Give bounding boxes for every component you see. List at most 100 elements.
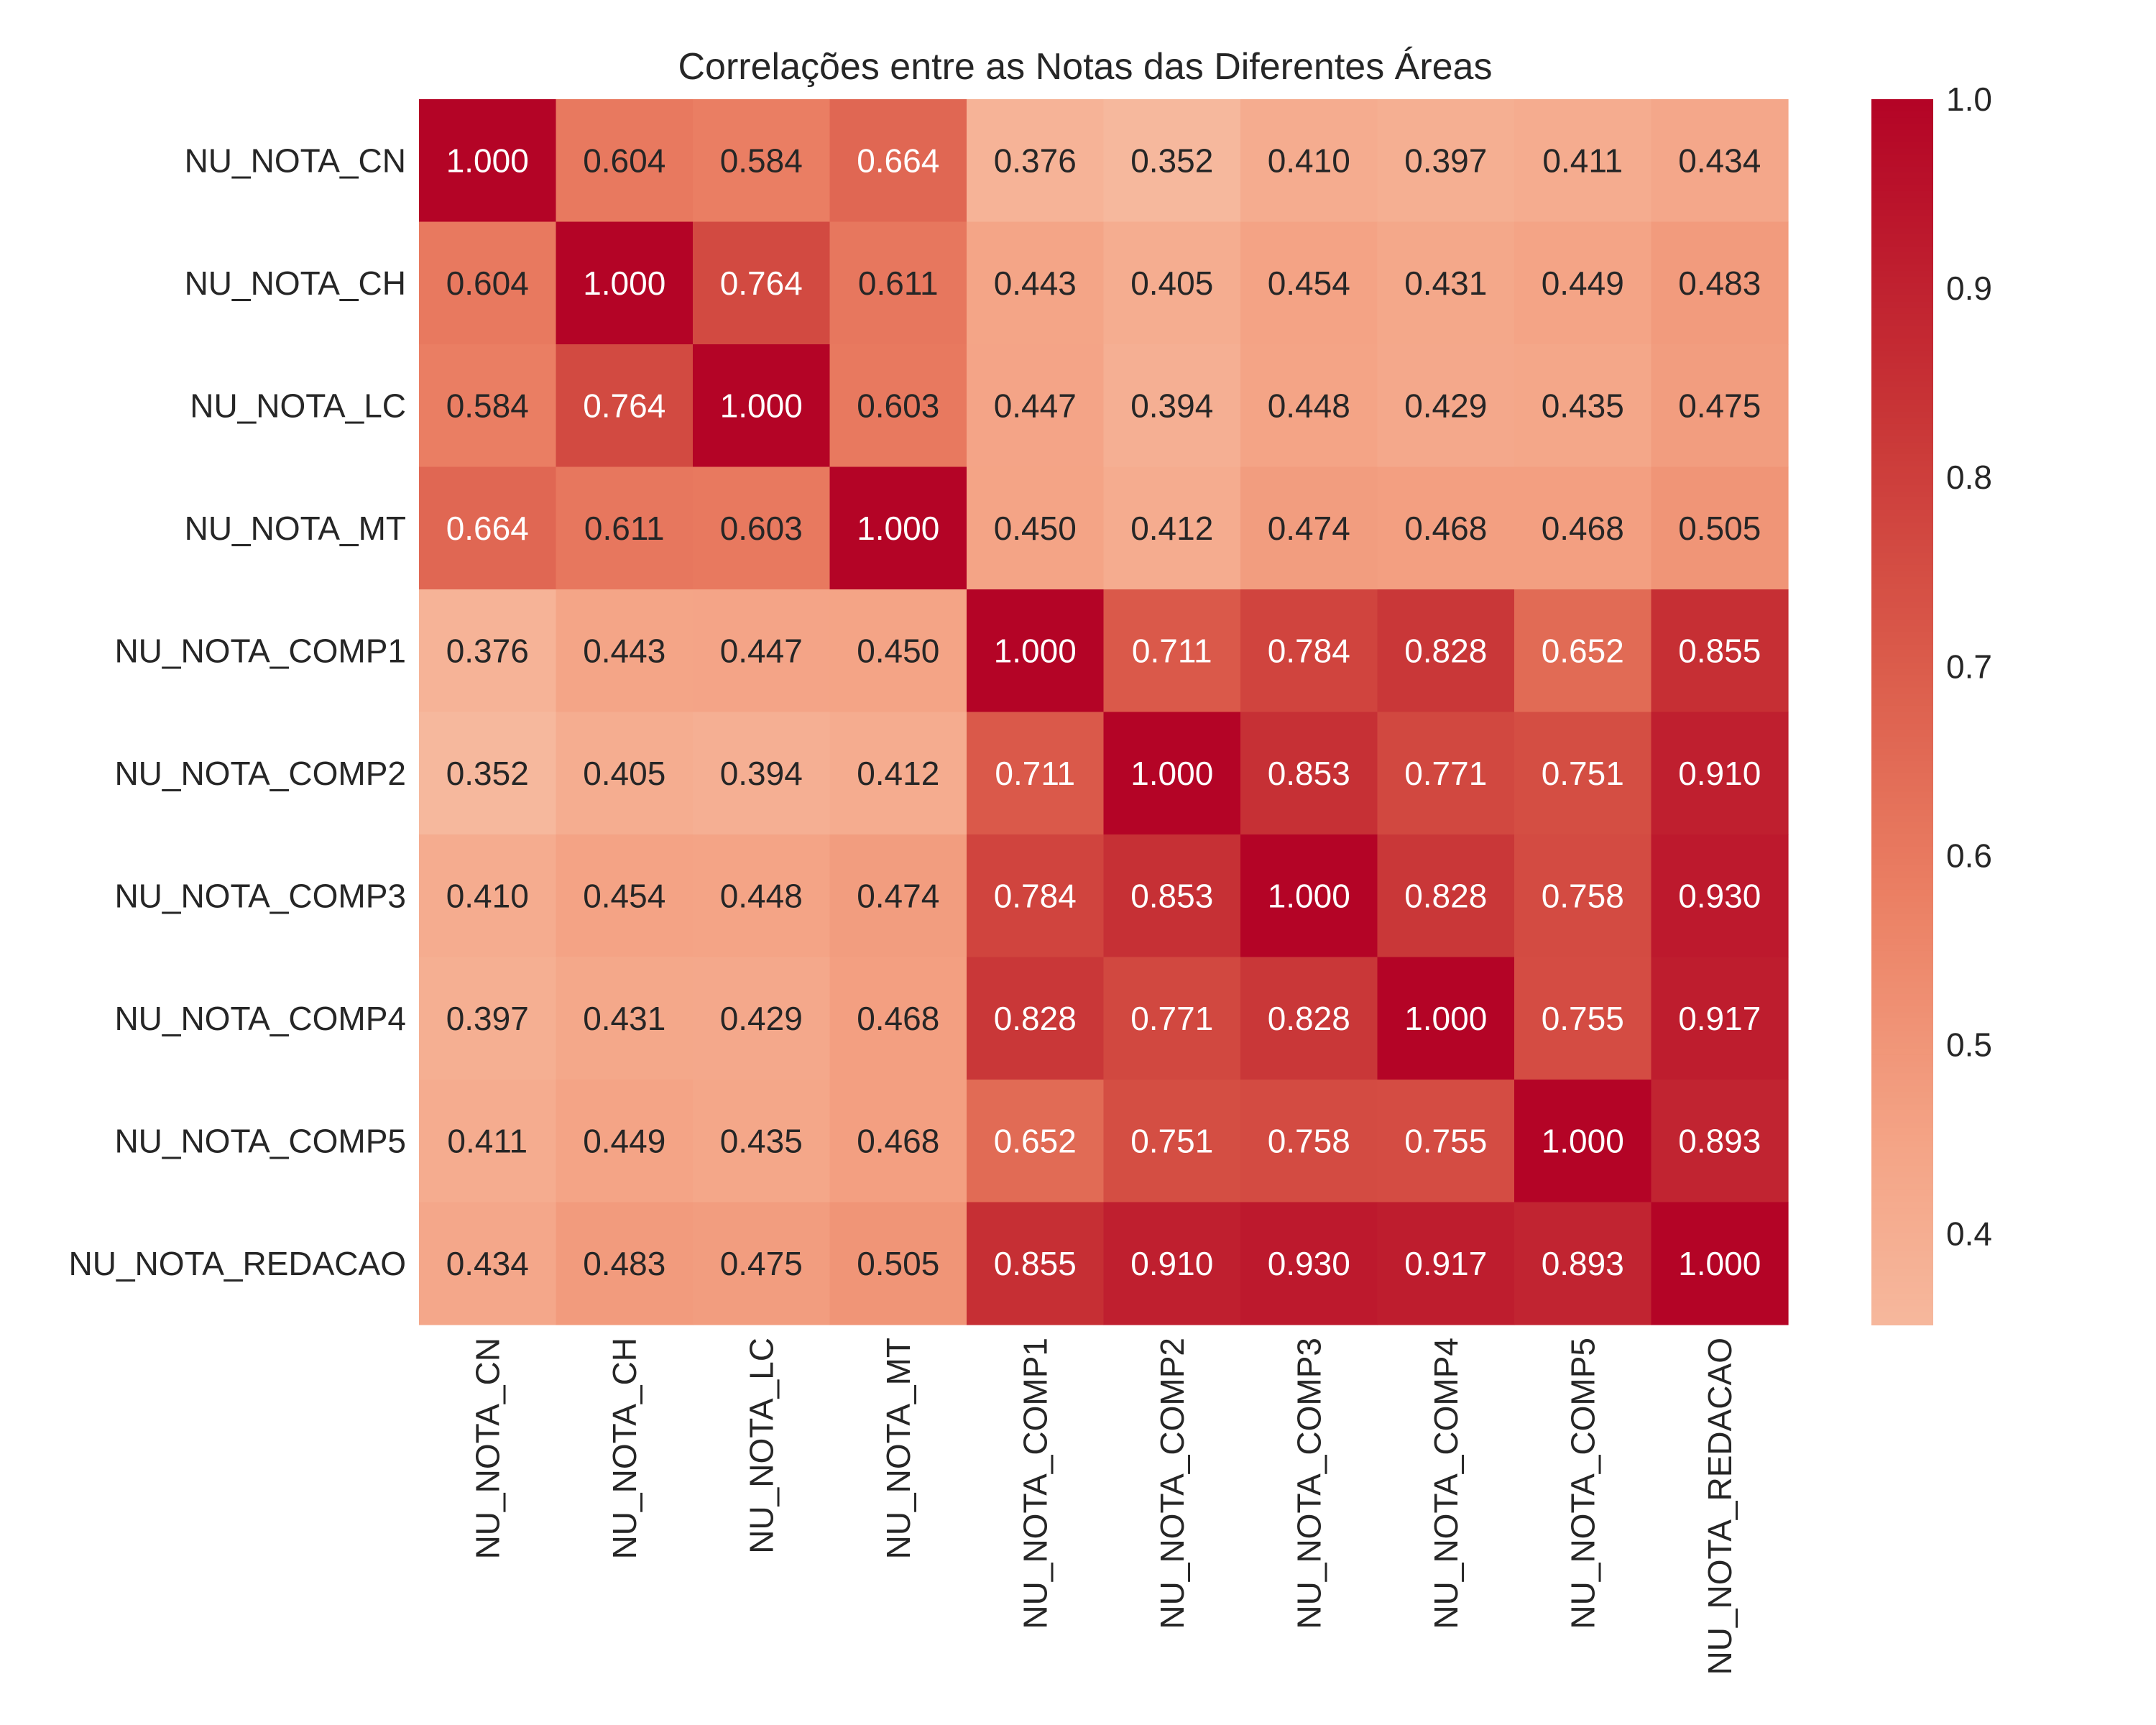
colorbar-segment-159: [1871, 1073, 1933, 1080]
heatmap-cell-r9-c0: [419, 1202, 557, 1325]
colorbar-segment-148: [1871, 1006, 1933, 1013]
cell-value-r0-c9: 0.434: [1678, 142, 1761, 179]
colorbar-segment-8: [1871, 148, 1933, 155]
cell-value-r4-c7: 0.828: [1404, 632, 1487, 669]
colorbar-segment-106: [1871, 748, 1933, 756]
heatmap-cell-r1-c0: [419, 221, 557, 345]
colorbar-segment-14: [1871, 185, 1933, 192]
colorbar-segment-91: [1871, 656, 1933, 664]
colorbar-segment-99: [1871, 705, 1933, 713]
colorbar-segment-19: [1871, 215, 1933, 223]
cell-value-r5-c2: 0.394: [720, 755, 803, 792]
cell-value-r0-c8: 0.411: [1542, 142, 1623, 179]
colorbar-segment-22: [1871, 234, 1933, 242]
cell-value-r3-c1: 0.611: [584, 510, 665, 547]
heatmap-cell-r4-c2: [693, 589, 831, 713]
colorbar-segment-23: [1871, 240, 1933, 247]
heatmap-cell-r3-c7: [1377, 466, 1515, 590]
colorbar-segment-134: [1871, 920, 1933, 927]
colorbar-segment-65: [1871, 497, 1933, 505]
colorbar-segment-58: [1871, 454, 1933, 461]
cell-value-r0-c5: 0.352: [1130, 142, 1213, 179]
y-tick-label-0: NU_NOTA_CN: [185, 142, 406, 179]
colorbar-segment-123: [1871, 852, 1933, 860]
cell-value-r1-c7: 0.431: [1404, 264, 1487, 302]
colorbar-segment-67: [1871, 510, 1933, 517]
cell-value-r8-c4: 0.652: [994, 1122, 1077, 1159]
colorbar-segment-31: [1871, 289, 1933, 296]
colorbar-segment-75: [1871, 558, 1933, 566]
heatmap-cell-r2-c5: [1103, 344, 1241, 468]
colorbar-tick-label-0: 0.4: [1946, 1215, 1992, 1253]
heatmap-cell-r7-c7: [1377, 957, 1515, 1080]
cell-value-r6-c7: 0.828: [1404, 877, 1487, 914]
colorbar-segment-79: [1871, 583, 1933, 590]
colorbar-segment-25: [1871, 252, 1933, 259]
heatmap-cell-r4-c4: [967, 589, 1105, 713]
colorbar-segment-32: [1871, 295, 1933, 303]
y-tick-label-1: NU_NOTA_CH: [185, 264, 406, 302]
cell-value-r9-c8: 0.893: [1542, 1245, 1624, 1282]
colorbar-segment-51: [1871, 411, 1933, 419]
x-tick-label-4: NU_NOTA_COMP1: [1016, 1338, 1054, 1629]
heatmap-cell-r7-c5: [1103, 957, 1241, 1080]
cell-value-r8-c2: 0.435: [720, 1122, 803, 1159]
colorbar-segment-18: [1871, 209, 1933, 216]
colorbar-segment-80: [1871, 589, 1933, 597]
colorbar-segment-121: [1871, 840, 1933, 848]
colorbar-segment-126: [1871, 871, 1933, 878]
colorbar-segment-189: [1871, 1257, 1933, 1264]
colorbar-segment-27: [1871, 264, 1933, 272]
heatmap-cell-r1-c3: [829, 221, 967, 345]
colorbar-segment-68: [1871, 515, 1933, 523]
colorbar-segment-29: [1871, 277, 1933, 284]
heatmap-cell-r7-c2: [693, 957, 831, 1080]
heatmap-cell-r3-c5: [1103, 466, 1241, 590]
heatmap-cell-r4-c1: [556, 589, 694, 713]
colorbar-segment-165: [1871, 1110, 1933, 1118]
heatmap-cell-r9-c4: [967, 1202, 1105, 1325]
y-tick-labels: NU_NOTA_CN NU_NOTA_CH NU_NOTA_LC NU_NOTA_MT…: [69, 142, 406, 1282]
heatmap-cell-r4-c9: [1651, 589, 1789, 713]
cell-value-r3-c6: 0.474: [1268, 510, 1350, 547]
colorbar-segment-102: [1871, 724, 1933, 732]
cell-value-r3-c9: 0.505: [1678, 510, 1761, 547]
colorbar-segment-112: [1871, 785, 1933, 793]
cell-value-r5-c6: 0.853: [1268, 755, 1350, 792]
colorbar-segment-138: [1871, 944, 1933, 952]
cell-value-r7-c0: 0.397: [446, 1000, 529, 1037]
heatmap-cell-r9-c6: [1240, 1202, 1378, 1325]
heatmap-cell-r0-c5: [1103, 99, 1241, 223]
colorbar-segment-124: [1871, 859, 1933, 866]
heatmap-cell-r7-c9: [1651, 957, 1789, 1080]
colorbar-segment-88: [1871, 638, 1933, 645]
colorbar-segment-101: [1871, 718, 1933, 725]
colorbar-segment-0: [1871, 99, 1933, 106]
colorbar-segment-4: [1871, 124, 1933, 131]
heatmap-cell-r3-c4: [967, 466, 1105, 590]
colorbar-segment-118: [1871, 822, 1933, 829]
colorbar-segment-20: [1871, 221, 1933, 229]
heatmap-cell-r8-c1: [556, 1080, 694, 1203]
y-tick-label-2: NU_NOTA_LC: [190, 387, 406, 424]
colorbar-tick-label-3: 0.7: [1946, 648, 1992, 685]
colorbar-segment-49: [1871, 399, 1933, 407]
cell-value-r1-c4: 0.443: [994, 264, 1077, 302]
colorbar-segment-192: [1871, 1275, 1933, 1283]
heatmap-cell-r5-c9: [1651, 712, 1789, 835]
cell-value-r2-c9: 0.475: [1678, 387, 1761, 424]
cell-value-r7-c6: 0.828: [1268, 1000, 1350, 1037]
colorbar-segment-7: [1871, 142, 1933, 150]
colorbar-segment-122: [1871, 847, 1933, 854]
cell-value-r9-c7: 0.917: [1404, 1245, 1487, 1282]
cell-value-r4-c1: 0.443: [583, 632, 665, 669]
colorbar-tick-label-1: 0.5: [1946, 1026, 1992, 1064]
colorbar-segment-59: [1871, 460, 1933, 468]
heatmap-cell-r5-c1: [556, 712, 694, 835]
x-tick-label-8: NU_NOTA_COMP5: [1564, 1338, 1601, 1629]
colorbar-segment-87: [1871, 632, 1933, 640]
colorbar-segment-84: [1871, 614, 1933, 621]
heatmap-cell-r4-c8: [1514, 589, 1652, 713]
colorbar-segment-149: [1871, 1012, 1933, 1019]
